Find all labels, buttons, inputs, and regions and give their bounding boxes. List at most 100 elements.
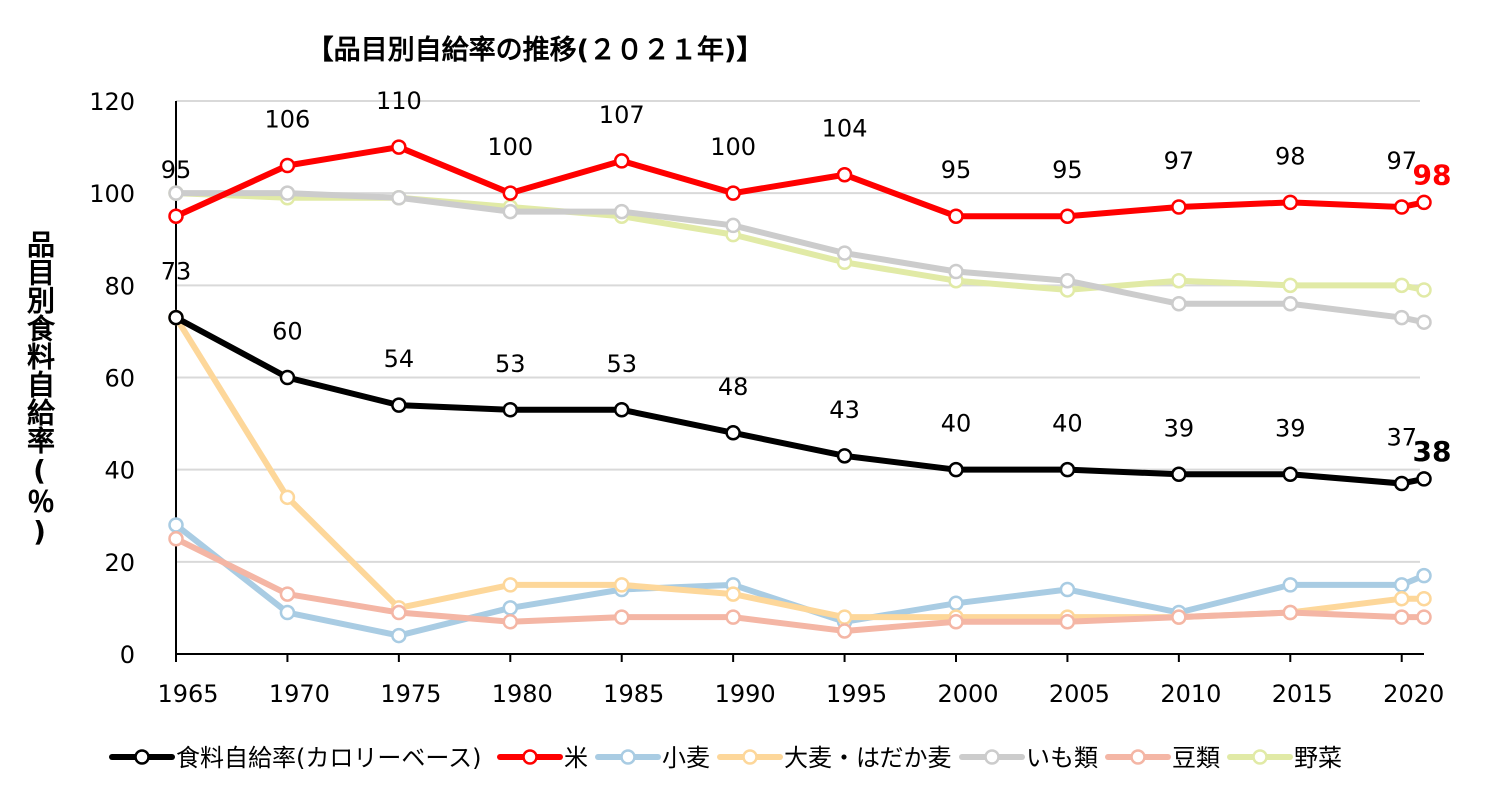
legend-item: 豆類 [1105,744,1220,772]
series-0-point [1393,475,1410,492]
x-tick-label: 1965 [157,680,218,708]
legend-item: 食料自給率(カロリーベース) [109,744,482,772]
series-5-point [948,613,964,630]
series-0-data-label: 53 [495,350,526,378]
series-4-point [1282,296,1299,312]
gridlines [176,100,1420,563]
series-1-point [502,185,519,201]
series-5-point [391,604,407,621]
series-0-data-label: 40 [1052,410,1083,438]
series-0-data-label: 54 [384,345,415,373]
series-0-data-label: 40 [941,410,972,438]
series-2-point [1059,581,1076,598]
series-1-point [948,208,964,224]
series-1-line [173,144,1427,220]
series-1-data-label: 95 [1052,156,1083,184]
series-0-data-label: 43 [829,396,860,424]
series-1-data-label: 110 [376,87,422,115]
series-2-point [1282,577,1299,593]
series-0-line [173,314,1427,487]
x-tick-label: 1970 [269,680,330,708]
series-3-point [836,609,853,625]
series-2-point [948,595,964,612]
series-0-point [948,461,964,478]
x-tick-label: 2010 [1160,680,1221,708]
series-3-point [725,586,741,602]
series-3-point [279,489,296,506]
series-5-point [1059,613,1076,630]
axes: 0 20 40 60 80 100 120 1965 1970 1975 1980 1985 1990 1… [89,88,1444,708]
series-1-data-label: 98 [1275,142,1306,170]
series-1-point [1393,199,1410,215]
legend-swatch-marker [522,749,538,765]
series-0-data-label: 48 [718,373,749,401]
series-0-point [1171,466,1187,483]
series-0-point [391,397,407,413]
series-1-point [279,157,296,174]
legend-item: 小麦 [595,744,710,772]
x-tick-label: 2005 [1049,680,1110,708]
y-tick-label: 120 [89,88,135,116]
y-tick-label: 80 [104,272,135,300]
chart-title: 【品目別自給率の推移(２０２１年)】 [306,35,764,66]
y-tick-label: 60 [104,365,135,393]
legend-label: 豆類 [1172,744,1220,772]
y-tick-label: 40 [104,457,135,485]
series-1-data-label: 95 [941,156,972,184]
series-4-point [836,245,853,261]
series-1-data-label: 104 [822,115,868,143]
series-4-point [1416,314,1432,330]
series-1-data-label: 107 [599,101,645,129]
series-0-point [836,448,853,464]
legend-label: 米 [564,744,588,772]
series-5-point [613,609,630,625]
series-3-line [173,314,1427,621]
legend-item: 大麦・はだか麦 [717,744,952,772]
series-4-point [1059,272,1076,289]
series-0-point [1282,466,1299,483]
series-0-point [1059,461,1076,478]
x-tick-label: 1985 [603,680,664,708]
series-2-point [279,604,296,621]
x-tick-label: 1990 [715,680,776,708]
series-6-point [1416,282,1432,298]
x-tick-label: 1975 [380,680,441,708]
series-6-point [1282,277,1299,294]
series-0-point [168,309,184,326]
series-1-point [836,166,853,183]
legend-label: 小麦 [662,744,710,772]
series-1-point [613,153,630,169]
series-2-point [1416,567,1432,584]
legend-item: 米 [497,744,588,772]
series-0-data-label: 39 [1275,414,1306,442]
series-1-data-label: 100 [710,133,756,161]
series-1-point [168,208,184,224]
series-2-point [1393,577,1410,593]
y-tick-label: 20 [104,549,135,577]
x-tick-label: 1980 [492,680,553,708]
series-4-point [1171,296,1187,312]
series-3-point [502,577,519,593]
x-tick-label: 2000 [937,680,998,708]
series-1-data-label: 100 [487,133,533,161]
series-2-line [173,521,1427,639]
legend-label: 大麦・はだか麦 [784,744,952,772]
series-2-point [391,627,407,644]
series-5-point [1416,609,1432,625]
series-5-point [279,586,296,602]
series-2-point [168,517,184,533]
y-axis-label: 品目別食料自給率(％) [23,230,56,548]
y-tick-label: 0 [120,641,135,669]
series-0-point [725,425,741,441]
series-1-point [1416,194,1432,211]
series-5-point [168,531,184,547]
series-1-data-label: 97 [1164,147,1195,175]
series-4-point [279,185,296,201]
series-1-data-label: 97 [1386,147,1417,175]
series-3-point [1416,590,1432,607]
series-6-point [1171,272,1187,289]
legend-item: 野菜 [1227,744,1342,772]
legend-item: いも類 [959,744,1098,772]
series-4-point [168,185,184,201]
x-tick-label: 2020 [1383,680,1444,708]
